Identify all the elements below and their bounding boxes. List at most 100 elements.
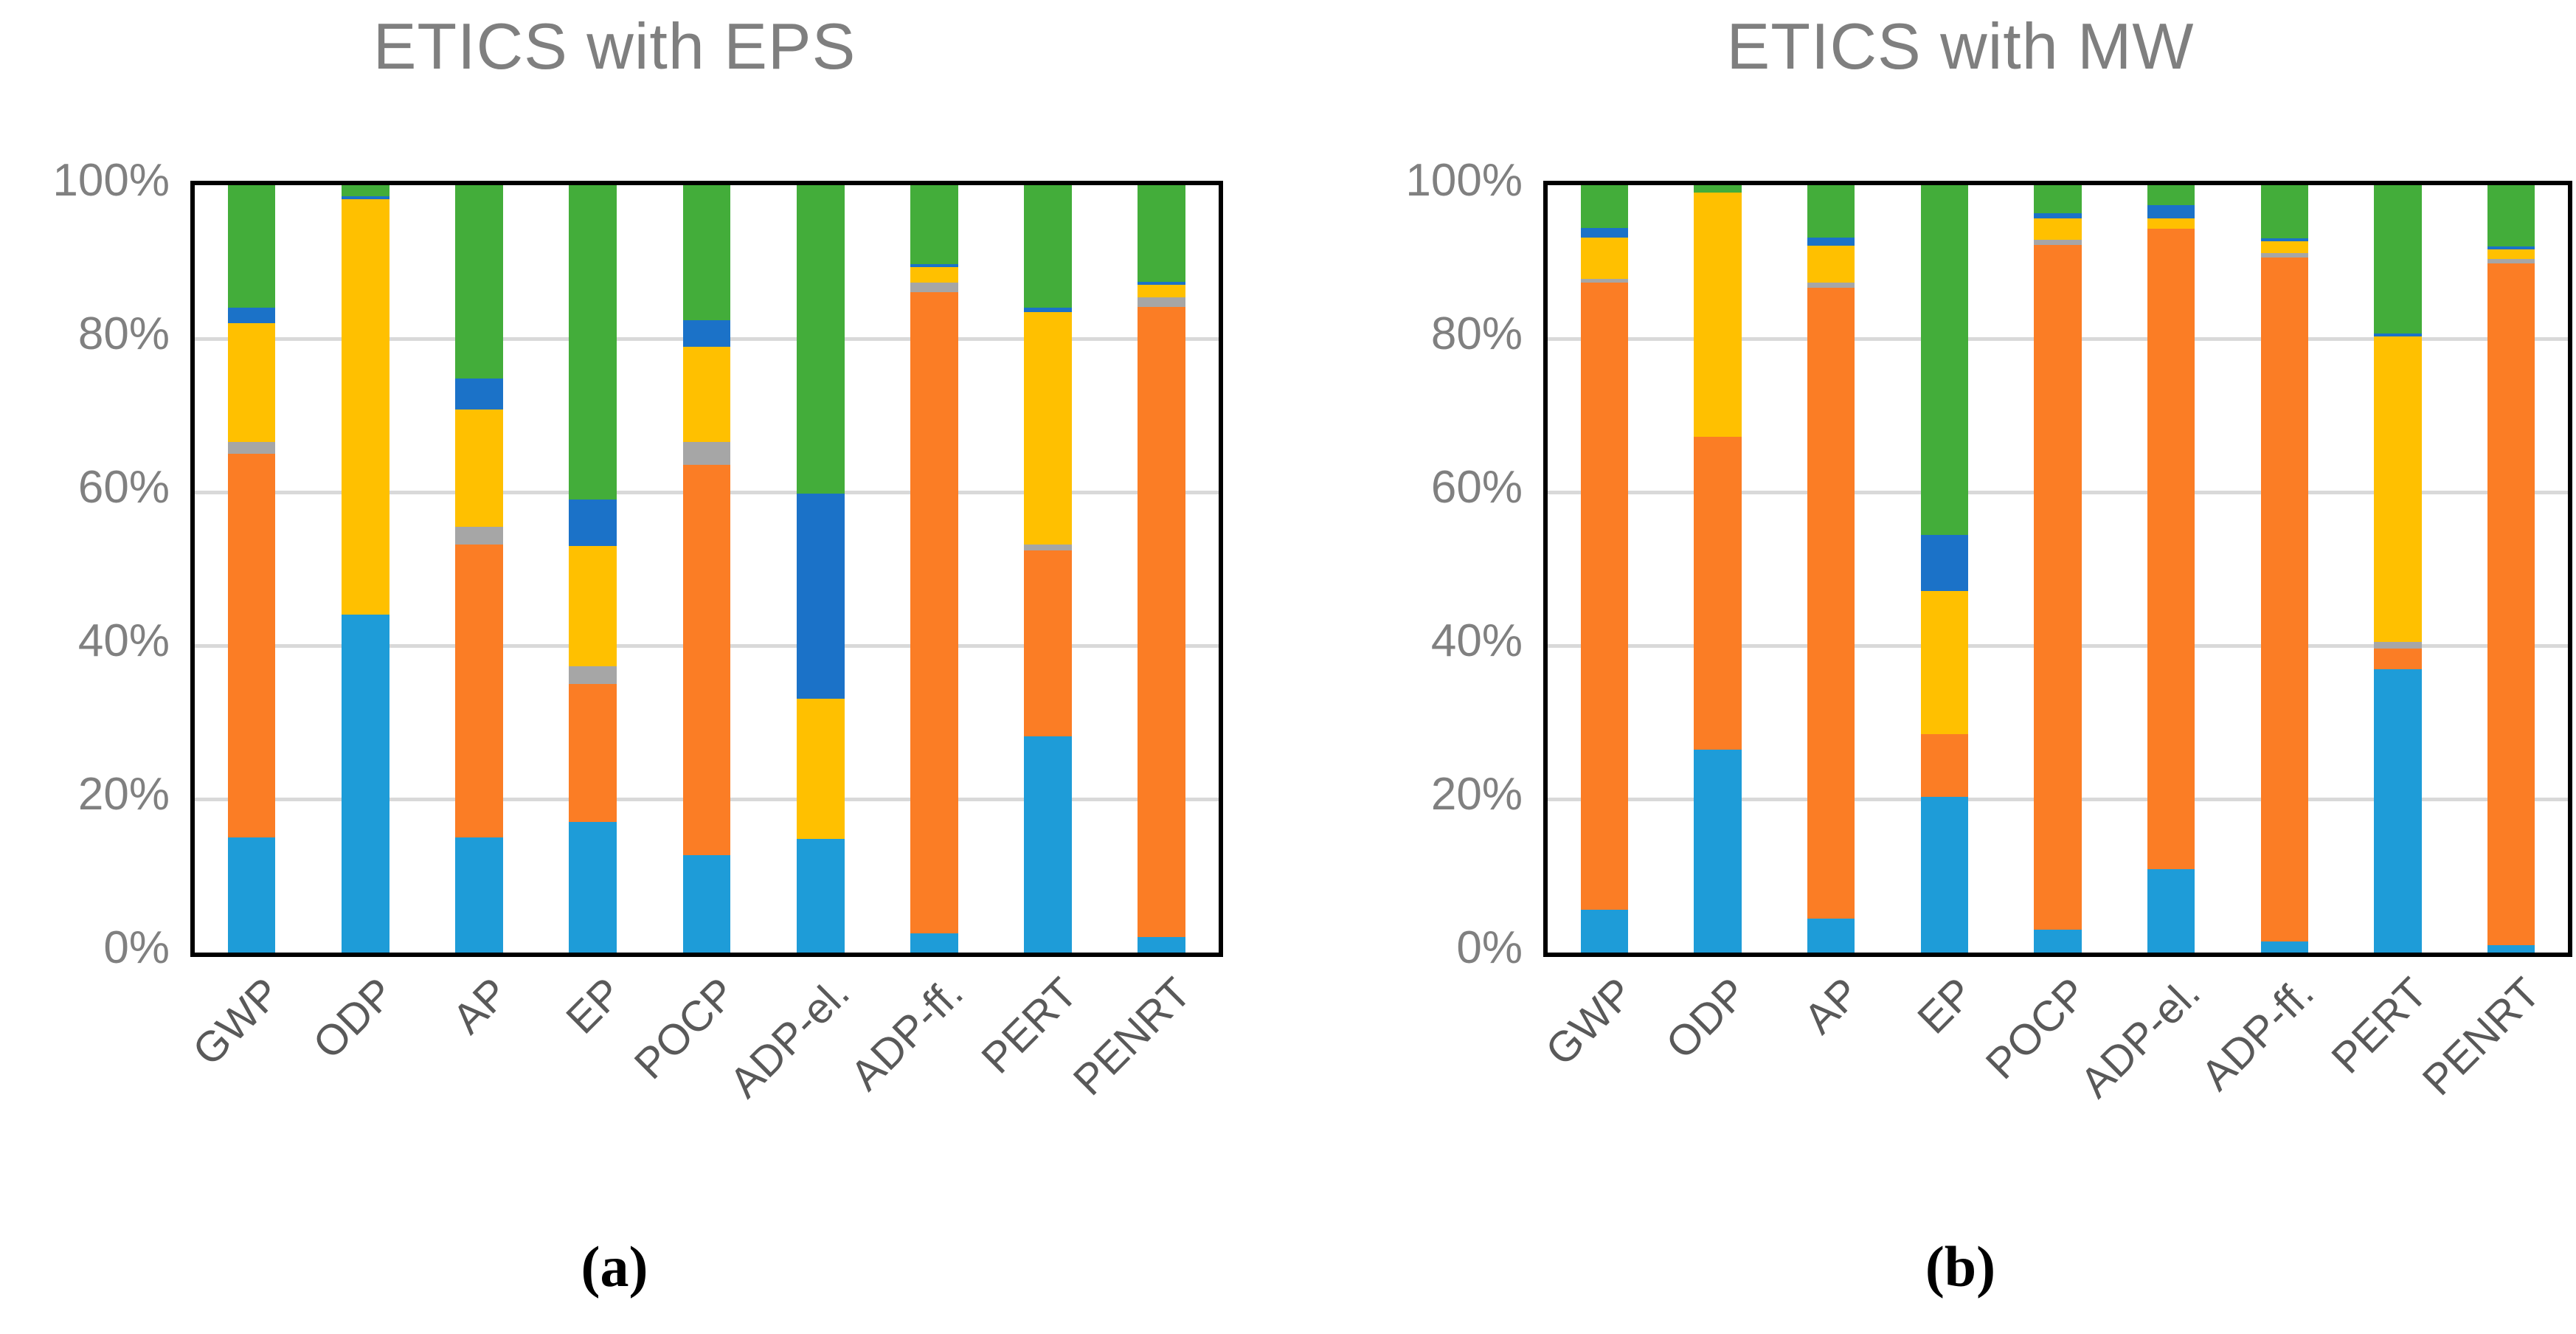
stacked-bar-GWP	[1580, 185, 1629, 953]
bar-segment-gray	[2487, 258, 2535, 264]
bar-segment-green	[1024, 185, 1073, 308]
stacked-bar-EP	[1920, 185, 1969, 953]
bar-slot-PENRT	[1105, 185, 1219, 953]
bar-segment-gray	[1138, 297, 1186, 308]
bar-segment-dark-blue	[1920, 535, 1969, 592]
bar-segment-light-blue	[2147, 868, 2195, 953]
bar-segment-dark-blue	[1580, 228, 1629, 238]
bar-segment-green	[2487, 185, 2535, 246]
stacked-bar-ADP-ff.	[2260, 185, 2309, 953]
bar-segment-yellow	[682, 347, 731, 443]
bar-segment-light-blue	[1694, 750, 1742, 953]
bar-slot-ADP-el.	[764, 185, 877, 953]
bar-segment-green	[1694, 185, 1742, 193]
y-tick-label: 100%	[1405, 155, 1523, 206]
bar-segment-gray	[1580, 278, 1629, 283]
bar-slot-EP	[536, 185, 650, 953]
bar-segment-dark-blue	[2260, 238, 2309, 241]
bar-segment-dark-blue	[569, 500, 617, 546]
bar-slot-PENRT	[2454, 185, 2568, 953]
bar-segment-green	[2260, 185, 2309, 238]
bar-segment-yellow	[569, 545, 617, 667]
bar-segment-orange	[227, 454, 276, 837]
caption-b: (b)	[1925, 1234, 1996, 1299]
bar-segment-dark-blue	[1024, 308, 1073, 312]
bar-slot-PERT	[991, 185, 1105, 953]
bar-segment-green	[1920, 185, 1969, 536]
bar-segment-dark-blue	[341, 196, 389, 199]
stacked-bar-POCP	[2034, 185, 2082, 953]
bar-segment-orange	[1807, 288, 1855, 919]
y-tick-label: 60%	[77, 462, 170, 513]
bar-segment-orange	[1580, 283, 1629, 910]
bar-segment-orange	[2374, 649, 2422, 670]
bar-segment-light-blue	[2260, 941, 2309, 953]
bar-segment-green	[227, 185, 276, 308]
bar-segment-gray	[682, 442, 731, 465]
bar-segment-yellow	[1920, 591, 1969, 734]
bar-segment-green	[1580, 185, 1629, 229]
bar-segment-yellow	[2487, 249, 2535, 259]
y-tick-label: 80%	[77, 308, 170, 359]
bar-segment-dark-blue	[455, 379, 503, 409]
stacked-bar-PENRT	[1138, 185, 1186, 953]
stacked-bar-POCP	[682, 185, 731, 953]
bar-segment-yellow	[1580, 237, 1629, 279]
bar-slot-ODP	[308, 185, 422, 953]
bar-segment-orange	[2147, 229, 2195, 869]
x-tick-label-PENRT: PENRT	[2413, 968, 2549, 1105]
bar-segment-orange	[569, 684, 617, 823]
y-tick-label: 40%	[77, 615, 170, 666]
stacked-bar-ADP-el.	[796, 185, 845, 953]
bar-slot-AP	[1774, 185, 1888, 953]
chart-title: ETICS with EPS	[373, 10, 856, 83]
x-tick-label-EP: EP	[1908, 968, 1983, 1043]
bar-segment-yellow	[796, 698, 845, 840]
bar-segment-yellow	[341, 198, 389, 615]
bar-segment-yellow	[1807, 246, 1855, 283]
bar-segment-orange	[1694, 437, 1742, 750]
stacked-bar-PENRT	[2487, 185, 2535, 953]
bar-segment-green	[2374, 185, 2422, 334]
bar-segment-orange	[1920, 733, 1969, 797]
bar-segment-dark-blue	[227, 308, 276, 324]
bar-segment-light-blue	[2487, 944, 2535, 953]
bar-segment-yellow	[2034, 218, 2082, 240]
bar-slot-ADP-ff.	[2228, 185, 2341, 953]
bar-segment-gray	[227, 442, 276, 454]
x-tick-label-AP: AP	[1795, 968, 1869, 1043]
bar-slot-ADP-ff.	[877, 185, 991, 953]
bar-segment-orange	[682, 464, 731, 855]
bar-segment-dark-blue	[2147, 205, 2195, 218]
bar-segment-orange	[455, 544, 503, 837]
bars-layer	[1548, 185, 2568, 953]
bar-segment-light-blue	[1807, 919, 1855, 953]
bar-segment-gray	[2374, 641, 2422, 649]
bar-segment-green	[2034, 185, 2082, 213]
bar-segment-yellow	[455, 409, 503, 527]
bar-segment-green	[2147, 185, 2195, 206]
bar-segment-green	[910, 185, 958, 265]
bar-segment-green	[1807, 185, 1855, 238]
bar-segment-dark-blue	[1138, 282, 1186, 286]
y-tick-label: 20%	[1430, 769, 1523, 820]
bar-segment-yellow	[1024, 311, 1073, 545]
bar-segment-dark-blue	[2487, 246, 2535, 250]
y-tick-label: 0%	[103, 922, 170, 973]
plot-area	[190, 181, 1223, 957]
stacked-bar-ADP-el.	[2147, 185, 2195, 953]
y-tick-label: 0%	[1456, 922, 1523, 973]
y-tick-label: 80%	[1430, 308, 1523, 359]
bar-segment-light-blue	[227, 837, 276, 953]
bar-segment-gray	[1024, 544, 1073, 551]
x-tick-label-ADP-ff.: ADP-ff.	[841, 968, 973, 1100]
bar-segment-light-blue	[2374, 669, 2422, 953]
bar-segment-light-blue	[1580, 909, 1629, 953]
bar-segment-gray	[910, 283, 958, 292]
bar-slot-PERT	[2341, 185, 2455, 953]
bar-slot-POCP	[2001, 185, 2115, 953]
stacked-bar-GWP	[227, 185, 276, 953]
plot-area	[1543, 181, 2572, 957]
x-tick-label-ADP-el.: ADP-el.	[2071, 968, 2209, 1107]
bar-segment-green	[1138, 185, 1186, 283]
